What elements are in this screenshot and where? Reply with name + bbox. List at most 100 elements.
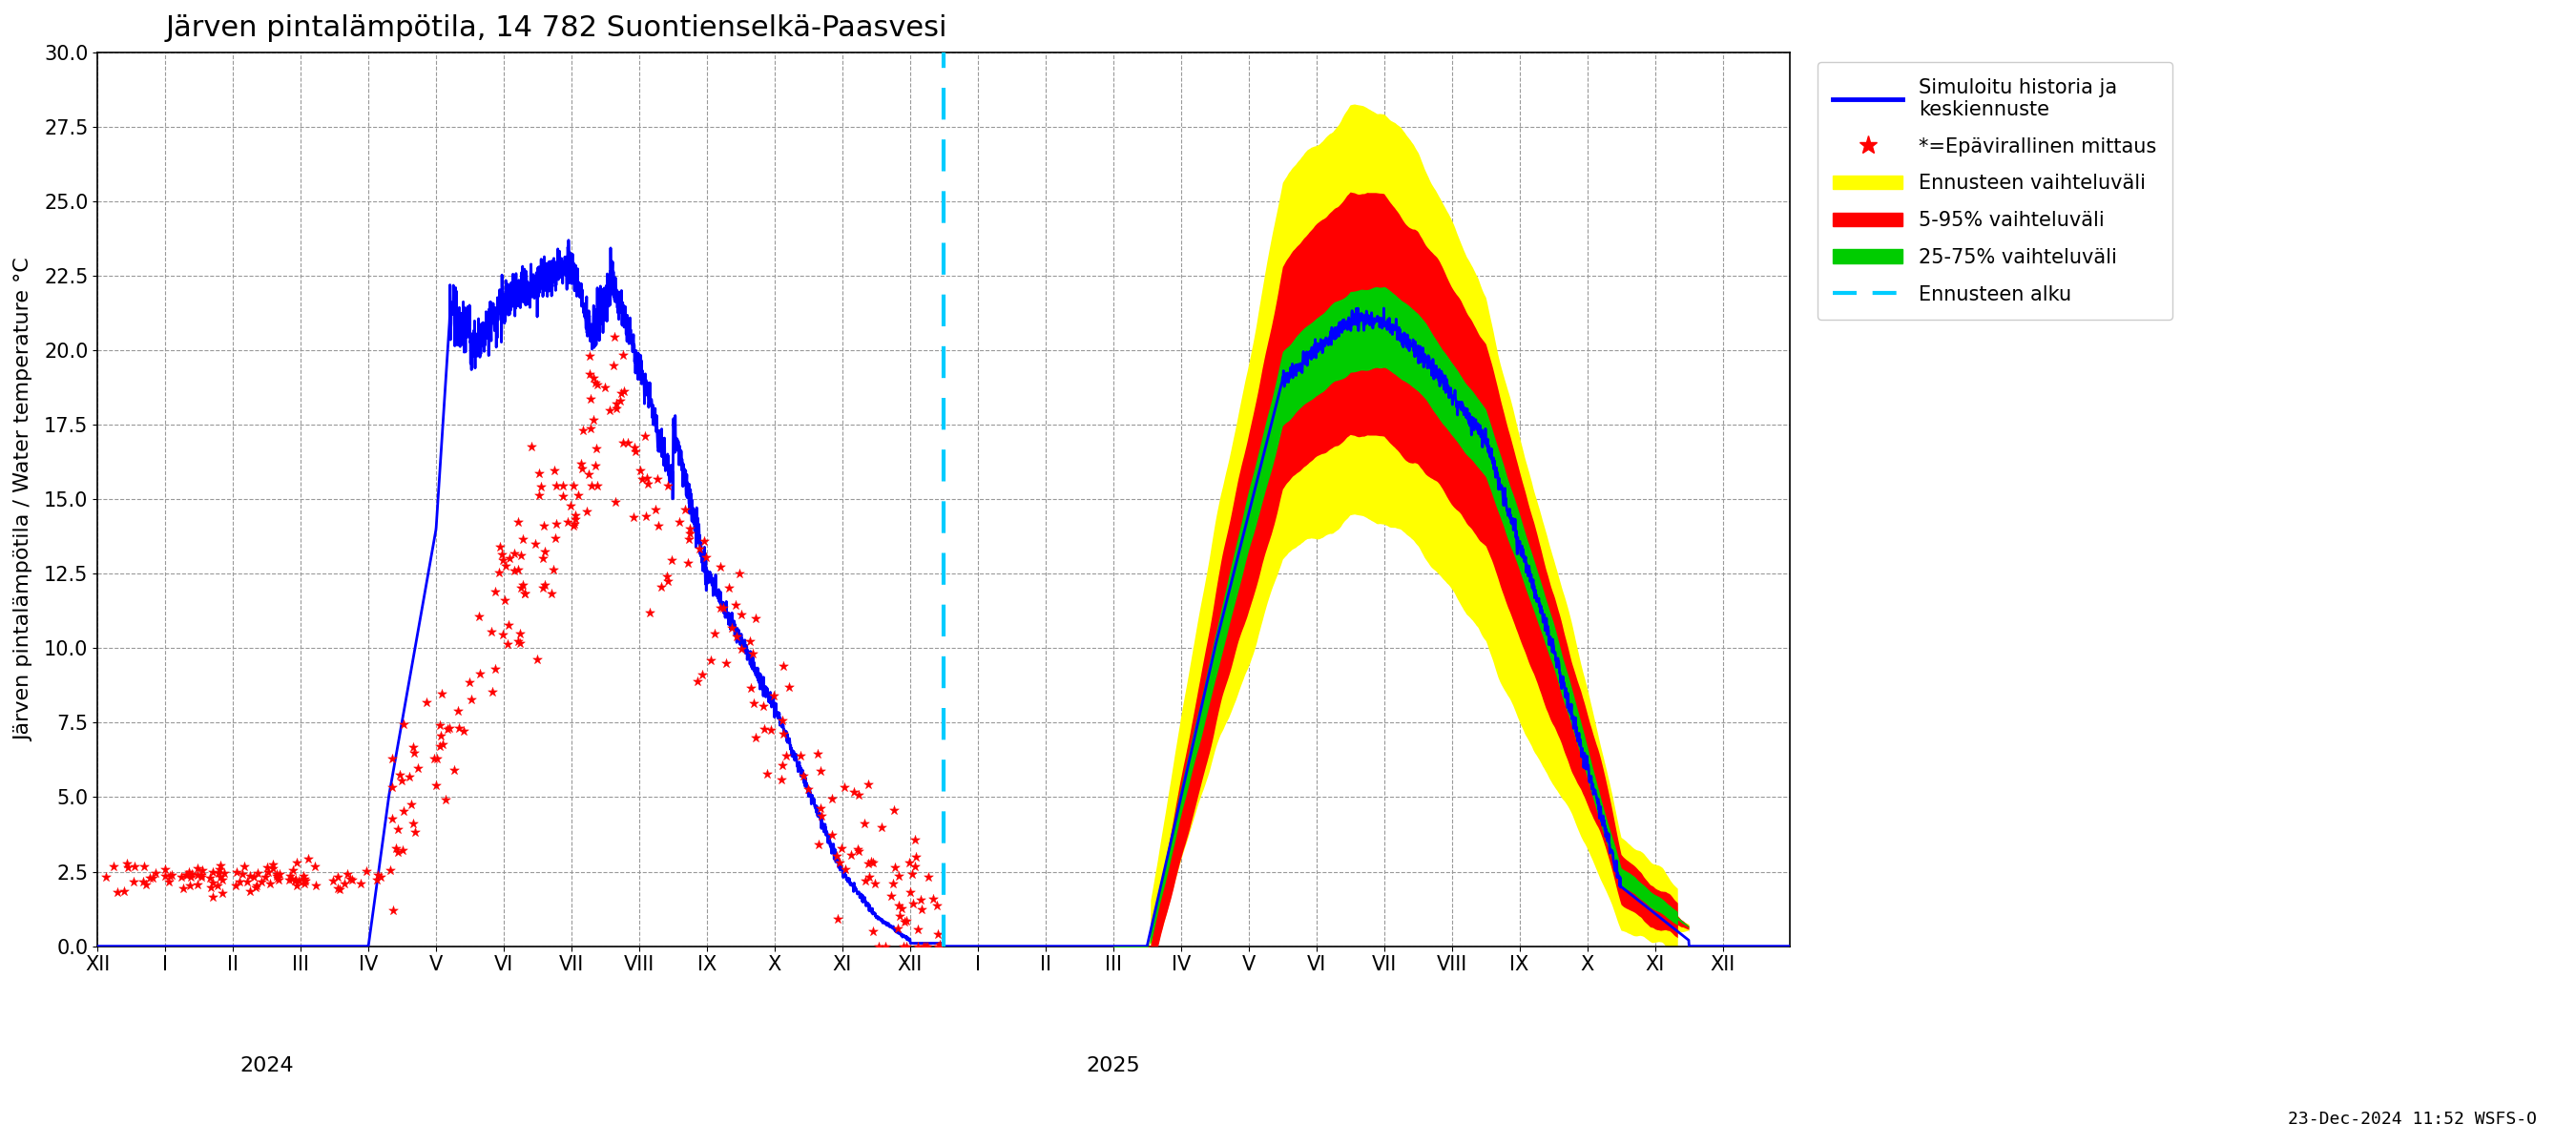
Point <box>592 356 634 374</box>
Point <box>196 877 237 895</box>
Point <box>268 870 309 889</box>
Point <box>781 747 822 765</box>
Point <box>520 477 562 496</box>
Point <box>876 919 917 938</box>
Point <box>474 660 515 678</box>
Point <box>487 615 528 633</box>
Point <box>546 513 587 531</box>
Point <box>500 578 541 597</box>
Point <box>355 871 397 890</box>
Point <box>848 868 889 886</box>
Point <box>569 465 611 483</box>
Point <box>853 922 894 940</box>
Text: 23-Dec-2024 11:52 WSFS-O: 23-Dec-2024 11:52 WSFS-O <box>2287 1111 2537 1128</box>
Point <box>103 883 144 901</box>
Point <box>595 394 636 412</box>
Point <box>201 856 242 875</box>
Point <box>799 835 840 853</box>
Point <box>902 937 943 955</box>
Point <box>129 868 170 886</box>
Point <box>533 561 574 579</box>
Point <box>894 830 935 848</box>
Point <box>518 485 559 504</box>
Point <box>788 781 829 799</box>
Point <box>554 516 595 535</box>
Point <box>536 477 577 496</box>
Point <box>392 737 433 756</box>
Point <box>198 864 240 883</box>
Point <box>384 802 425 820</box>
Point <box>562 421 603 440</box>
Point <box>670 523 711 542</box>
Point <box>270 870 312 889</box>
Point <box>170 868 211 886</box>
Point <box>167 863 209 882</box>
Point <box>881 900 922 918</box>
Point <box>224 856 265 875</box>
Point <box>85 868 126 886</box>
Point <box>294 858 335 876</box>
Point <box>371 779 412 797</box>
Point <box>384 714 425 733</box>
Point <box>459 665 500 684</box>
Point <box>438 702 479 720</box>
Point <box>325 874 366 892</box>
Point <box>234 878 276 897</box>
Point <box>479 537 520 555</box>
Point <box>721 606 762 624</box>
Point <box>917 937 958 955</box>
Point <box>569 419 611 437</box>
Point <box>824 777 866 796</box>
Point <box>492 545 533 563</box>
Point <box>471 682 513 701</box>
Point <box>629 474 670 492</box>
Point <box>878 907 920 925</box>
Point <box>237 876 278 894</box>
Point <box>180 866 222 884</box>
Point <box>245 868 286 886</box>
Point <box>569 389 611 408</box>
Point <box>361 868 402 886</box>
Point <box>647 571 688 590</box>
Point <box>569 347 611 365</box>
Point <box>799 799 840 818</box>
Point <box>569 364 611 382</box>
Point <box>425 791 466 810</box>
Point <box>106 854 147 872</box>
Point <box>902 900 943 918</box>
Point <box>255 864 296 883</box>
Point <box>417 749 459 767</box>
Point <box>554 514 595 532</box>
Point <box>737 728 778 747</box>
Point <box>392 814 433 832</box>
Point <box>817 909 858 927</box>
Point <box>711 618 752 637</box>
Point <box>706 654 747 672</box>
Point <box>149 867 191 885</box>
Point <box>327 866 368 884</box>
Point <box>878 867 920 885</box>
Point <box>394 743 435 761</box>
Point <box>917 925 958 943</box>
Point <box>742 697 783 716</box>
Point <box>438 719 479 737</box>
Point <box>907 868 948 886</box>
Point <box>837 785 878 804</box>
Point <box>762 756 804 774</box>
Point <box>471 623 513 641</box>
Point <box>683 666 724 685</box>
Point <box>896 937 938 955</box>
Point <box>131 869 173 887</box>
Point <box>252 855 294 874</box>
Point <box>252 859 294 877</box>
Point <box>858 937 899 955</box>
Point <box>636 500 677 519</box>
Point <box>160 867 201 885</box>
Point <box>276 877 317 895</box>
Point <box>497 513 538 531</box>
Point <box>889 883 930 901</box>
Point <box>544 487 585 505</box>
Point <box>312 871 353 890</box>
Point <box>178 876 219 894</box>
Point <box>721 640 762 658</box>
